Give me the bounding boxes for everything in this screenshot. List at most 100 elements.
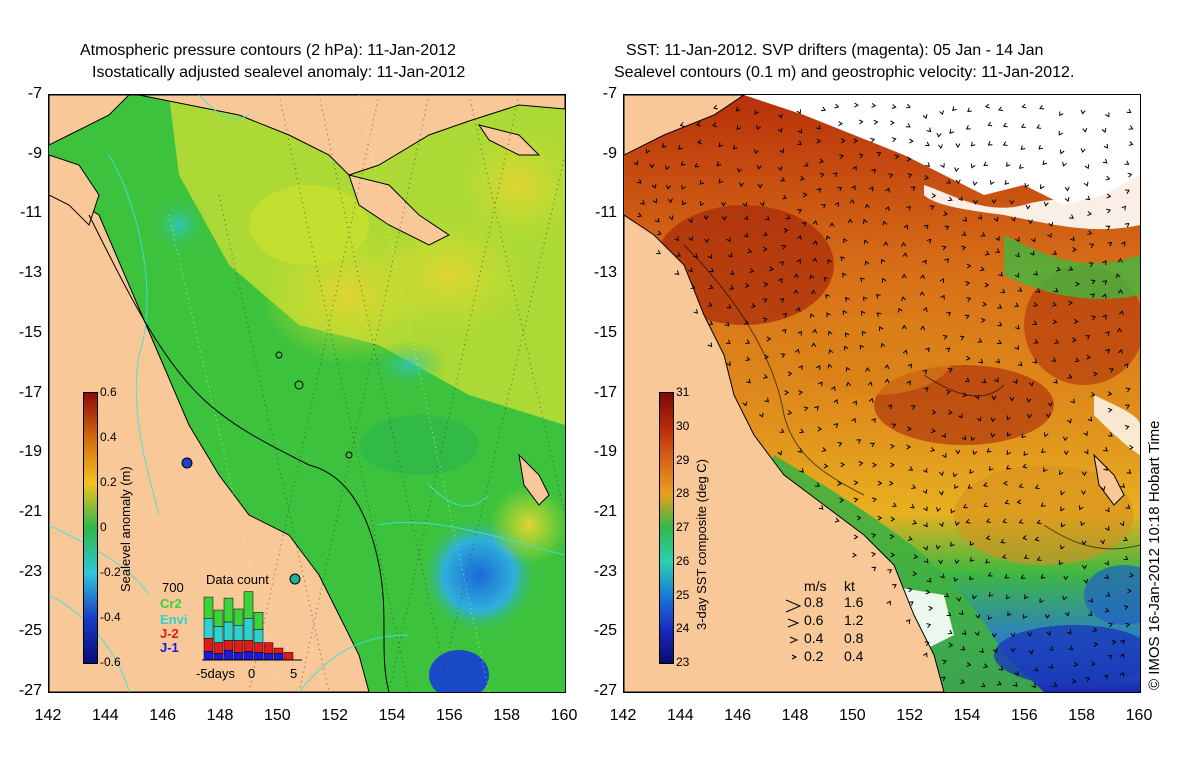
velocity-arrow	[762, 231, 768, 236]
velocity-arrow	[777, 127, 783, 133]
data-count-bar-envi	[223, 621, 234, 641]
velocity-arrow	[666, 184, 672, 190]
velocity-arrow	[982, 482, 988, 488]
velocity-arrow	[1127, 588, 1132, 594]
left-colorbar-tick: 0.2	[100, 475, 117, 489]
velocity-arrow	[1102, 314, 1107, 320]
velocity-arrow	[815, 482, 820, 487]
velocity-arrow	[965, 125, 971, 130]
velocity-arrow	[909, 138, 914, 144]
right-colorbar-tick: 23	[676, 655, 690, 669]
velocity-arrow	[923, 558, 929, 564]
left-y-tick-label: -25	[18, 622, 42, 640]
velocity-arrow	[847, 218, 853, 224]
velocity-arrow	[908, 601, 914, 606]
velocity-arrow	[801, 221, 807, 227]
velocity-arrow	[1067, 374, 1073, 379]
velocity-arrow	[1085, 195, 1091, 201]
left-title-line1: Atmospheric pressure contours (2 hPa): 1…	[80, 42, 456, 59]
velocity-arrow	[853, 480, 859, 486]
velocity-arrow	[979, 266, 985, 272]
velocity-arrow	[1108, 368, 1114, 373]
velocity-arrow	[950, 508, 956, 514]
velocity-arrow	[930, 447, 936, 452]
velocity-arrow	[998, 106, 1004, 112]
velocity-arrow	[652, 198, 657, 204]
velocity-arrow	[1053, 378, 1058, 384]
velocity-arrow	[919, 291, 925, 296]
velocity-arrow	[928, 605, 934, 611]
velocity-arrow	[937, 144, 943, 150]
right-colorbar	[659, 392, 674, 664]
velocity-arrow	[862, 296, 868, 302]
sealevel-anomaly-map[interactable]	[48, 94, 566, 693]
velocity-arrow	[743, 232, 749, 238]
right-colorbar-tick: 26	[676, 553, 690, 568]
velocity-arrow	[868, 397, 874, 403]
velocity-arrow	[1034, 484, 1040, 490]
velocity-arrow	[1090, 279, 1096, 285]
velocity-arrow	[962, 392, 968, 398]
velocity-arrow	[636, 179, 642, 184]
velocity-arrow	[958, 413, 963, 419]
velocity-arrow	[1062, 161, 1067, 167]
velocity-legend-ms-2: 0.6	[804, 612, 824, 628]
right-colorbar-tick: 27	[676, 520, 690, 534]
velocity-arrow	[853, 497, 859, 503]
velocity-arrow	[756, 125, 761, 131]
velocity-arrow	[778, 277, 783, 283]
velocity-arrow	[1063, 575, 1069, 581]
velocity-arrow	[779, 148, 785, 154]
velocity-arrow	[738, 182, 744, 188]
velocity-arrow	[1018, 164, 1024, 169]
velocity-arrow	[920, 325, 926, 331]
velocity-arrow	[865, 367, 871, 372]
velocity-arrow	[780, 177, 786, 182]
velocity-arrow	[742, 201, 748, 207]
velocity-arrow	[1006, 415, 1012, 421]
velocity-arrow	[1107, 407, 1113, 413]
velocity-arrow	[969, 469, 974, 474]
velocity-arrow	[765, 215, 770, 221]
right-x-tick-label: 146	[724, 707, 752, 724]
velocity-arrow	[858, 461, 864, 466]
velocity-arrow	[1073, 318, 1079, 324]
velocity-arrow	[891, 584, 897, 589]
velocity-arrow	[809, 313, 815, 319]
velocity-arrow	[797, 330, 803, 336]
data-count-bar-j-1	[253, 652, 264, 661]
velocity-arrow	[1018, 519, 1024, 524]
velocity-arrow	[825, 293, 830, 299]
sst-map[interactable]	[623, 94, 1141, 693]
velocity-arrow	[912, 519, 918, 525]
velocity-arrow	[1104, 574, 1109, 579]
velocity-arrow	[1056, 266, 1061, 272]
velocity-arrow	[727, 252, 733, 258]
velocity-arrow	[834, 517, 840, 523]
velocity-arrow	[905, 123, 911, 128]
right-title-line2: Sealevel contours (0.1 m) and geostrophi…	[614, 64, 1075, 81]
velocity-arrow	[853, 138, 859, 144]
velocity-arrow	[1088, 262, 1094, 267]
velocity-arrow	[922, 489, 928, 495]
velocity-arrow	[852, 552, 857, 558]
velocity-legend-kt-1: 1.6	[844, 594, 864, 610]
velocity-arrow	[1087, 211, 1093, 217]
velocity-arrow	[1083, 578, 1089, 584]
velocity-arrow	[674, 270, 680, 275]
velocity-arrow	[729, 270, 735, 275]
left-y-tick-label: -17	[18, 383, 42, 401]
velocity-arrow	[1032, 320, 1038, 326]
velocity-arrow	[1001, 554, 1007, 559]
velocity-arrow	[907, 536, 913, 541]
velocity-arrow	[737, 167, 742, 173]
velocity-arrow	[1014, 671, 1019, 676]
velocity-arrow	[952, 106, 957, 112]
velocity-arrow	[1000, 538, 1006, 544]
velocity-arrow	[1014, 272, 1020, 278]
velocity-arrow	[1048, 222, 1054, 227]
velocity-arrow	[923, 224, 929, 230]
velocity-arrow	[845, 366, 851, 372]
velocity-arrow	[1064, 611, 1070, 617]
velocity-arrow	[977, 338, 983, 343]
